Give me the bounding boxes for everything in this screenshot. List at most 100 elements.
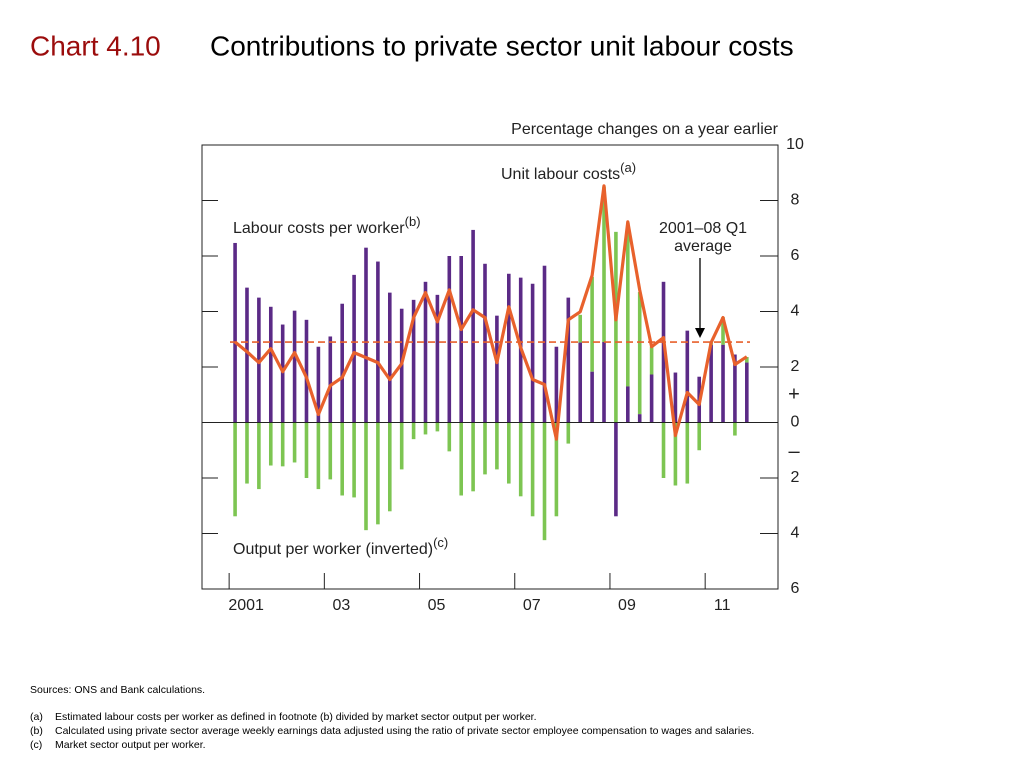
y-tick-label: 6: [791, 247, 800, 264]
minus-sign: –: [788, 440, 800, 462]
note-text: Estimated labour costs per worker as def…: [55, 711, 537, 723]
bar-output: [387, 422, 392, 512]
x-tick-label: 11: [714, 597, 731, 614]
bar-labour-costs: [352, 274, 356, 423]
chart-title: Contributions to private sector unit lab…: [210, 30, 794, 61]
bar-output: [483, 422, 487, 475]
arrow-head: [695, 328, 705, 338]
bar-labour-costs: [661, 281, 666, 423]
bar-output: [745, 357, 749, 363]
bar-labour-costs: [614, 422, 618, 517]
bar-output: [685, 422, 690, 484]
bar-output: [447, 422, 452, 452]
bar-output: [268, 422, 273, 466]
bar-labour-costs: [447, 256, 452, 423]
bar-labour-costs: [459, 256, 463, 423]
x-tick-label: 07: [523, 597, 541, 614]
bar-output: [614, 231, 618, 423]
bar-labour-costs: [328, 336, 333, 423]
bar-labour-costs: [637, 414, 642, 423]
note-marker: (a): [30, 711, 43, 723]
series-label: Unit labour costs(a): [501, 160, 636, 183]
note-text: Calculated using private sector average …: [55, 725, 754, 737]
plot-frame: [201, 144, 779, 590]
bar-labour-costs: [626, 386, 630, 423]
bar-labour-costs: [566, 297, 571, 423]
bar-output: [673, 422, 678, 486]
bar-output: [566, 422, 571, 444]
x-tick-label: 2001: [228, 597, 264, 614]
bar-output: [530, 422, 535, 517]
y-tick-label: 2: [791, 358, 800, 375]
bar-output: [542, 422, 547, 541]
bar-output: [399, 422, 404, 470]
series-label-name: Output per worker (inverted): [233, 541, 433, 558]
bar-output: [578, 314, 583, 343]
y-axis-label: Percentage changes on a year earlier: [511, 121, 779, 138]
bar-labour-costs: [733, 354, 737, 423]
note-marker: (c): [30, 739, 42, 751]
bar-output: [507, 422, 511, 484]
bar-labour-costs: [423, 281, 428, 423]
x-tick-label: 09: [618, 597, 636, 614]
bar-labour-costs: [316, 346, 321, 423]
average-label: average: [674, 238, 732, 255]
bar-output: [661, 422, 666, 478]
bar-labour-costs: [590, 371, 594, 423]
bar-labour-costs: [507, 273, 511, 423]
bar-output: [304, 422, 309, 478]
bar-output: [257, 422, 261, 490]
bar-output: [697, 422, 702, 451]
bar-labour-costs: [554, 346, 559, 423]
bar-labour-costs: [304, 319, 309, 423]
bar-labour-costs: [578, 342, 583, 423]
bar-labour-costs: [602, 342, 606, 423]
bar-labour-costs: [411, 299, 416, 423]
y-tick-label: 2: [791, 469, 800, 486]
note-marker: (b): [30, 725, 43, 737]
bar-output: [626, 222, 630, 387]
bar-labour-costs: [530, 283, 535, 423]
unit-labour-costs-line: [234, 184, 748, 441]
bar-output: [376, 422, 380, 525]
y-tick-label: 4: [791, 525, 800, 542]
bar-output: [316, 422, 321, 490]
bar-output: [328, 422, 333, 480]
note-text: Market sector output per worker.: [55, 739, 206, 751]
series-label: Labour costs per worker(b): [233, 214, 421, 237]
bar-output: [649, 346, 654, 375]
bar-labour-costs: [364, 247, 368, 423]
series-label-ref: (b): [405, 214, 421, 229]
bar-labour-costs: [245, 287, 249, 423]
chart-number: Chart 4.10: [30, 30, 161, 61]
bar-output: [721, 317, 725, 345]
x-tick-label: 05: [428, 597, 446, 614]
bar-labour-costs: [673, 372, 678, 423]
y-tick-label: 10: [786, 136, 804, 153]
bar-output: [352, 422, 356, 498]
bar-output: [364, 422, 368, 531]
bar-output: [733, 422, 737, 436]
bar-labour-costs: [233, 242, 237, 423]
bar-labour-costs: [721, 344, 725, 423]
bar-output: [495, 422, 499, 470]
y-tick-label: 4: [791, 303, 800, 320]
series-label-ref: (a): [620, 160, 636, 175]
sources: Sources: ONS and Bank calculations.: [30, 684, 205, 696]
average-label: 2001–08 Q1: [659, 220, 747, 237]
series-label: Output per worker (inverted)(c): [233, 535, 448, 558]
bar-labour-costs: [649, 374, 654, 423]
bar-output: [280, 422, 285, 467]
bar-labour-costs: [709, 344, 713, 423]
bar-output: [637, 292, 642, 415]
series-label-name: Unit labour costs: [501, 166, 620, 183]
bar-output: [233, 422, 237, 517]
bar-output: [459, 422, 463, 496]
bar-output: [435, 422, 440, 432]
bar-labour-costs: [685, 330, 690, 423]
bar-output: [292, 422, 297, 463]
bar-labour-costs: [435, 294, 440, 423]
bar-output: [518, 422, 523, 497]
